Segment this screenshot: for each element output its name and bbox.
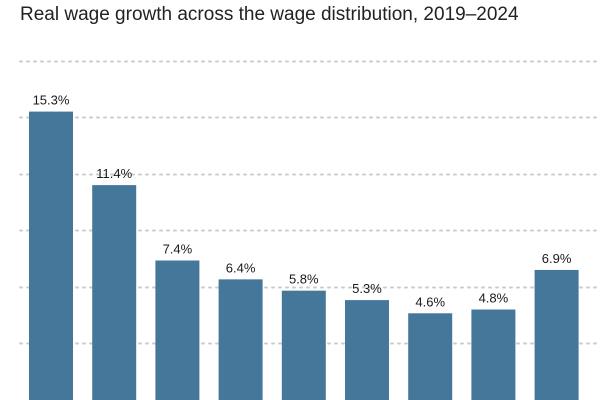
- bar-5: [281, 290, 326, 400]
- bar-layer: [29, 111, 579, 400]
- bar-value-label-8: 4.8%: [479, 291, 509, 306]
- bar-value-label-2: 11.4%: [96, 166, 132, 181]
- bar-9: [534, 269, 579, 400]
- bar-value-label-9: 6.9%: [542, 251, 572, 266]
- bar-1: [29, 111, 73, 400]
- bar-value-label-6: 5.3%: [352, 281, 382, 296]
- bar-value-label-7: 4.6%: [415, 294, 445, 309]
- bar-6: [345, 300, 389, 400]
- bar-value-label-3: 7.4%: [163, 242, 193, 257]
- bar-value-label-5: 5.8%: [289, 272, 319, 287]
- bar-7: [408, 313, 453, 400]
- bar-8: [471, 309, 516, 400]
- bar-2: [92, 185, 137, 400]
- bar-3: [155, 260, 200, 400]
- chart-title: Real wage growth across the wage distrib…: [20, 4, 519, 25]
- bar-value-label-1: 15.3%: [33, 93, 70, 108]
- bar-4: [218, 279, 263, 400]
- label-layer: 15.3% 11.4% 7.4% 6.4% 5.8% 5.3% 4.6% 4.8% 6.9%: [33, 93, 572, 310]
- bar-value-label-4: 6.4%: [226, 260, 256, 275]
